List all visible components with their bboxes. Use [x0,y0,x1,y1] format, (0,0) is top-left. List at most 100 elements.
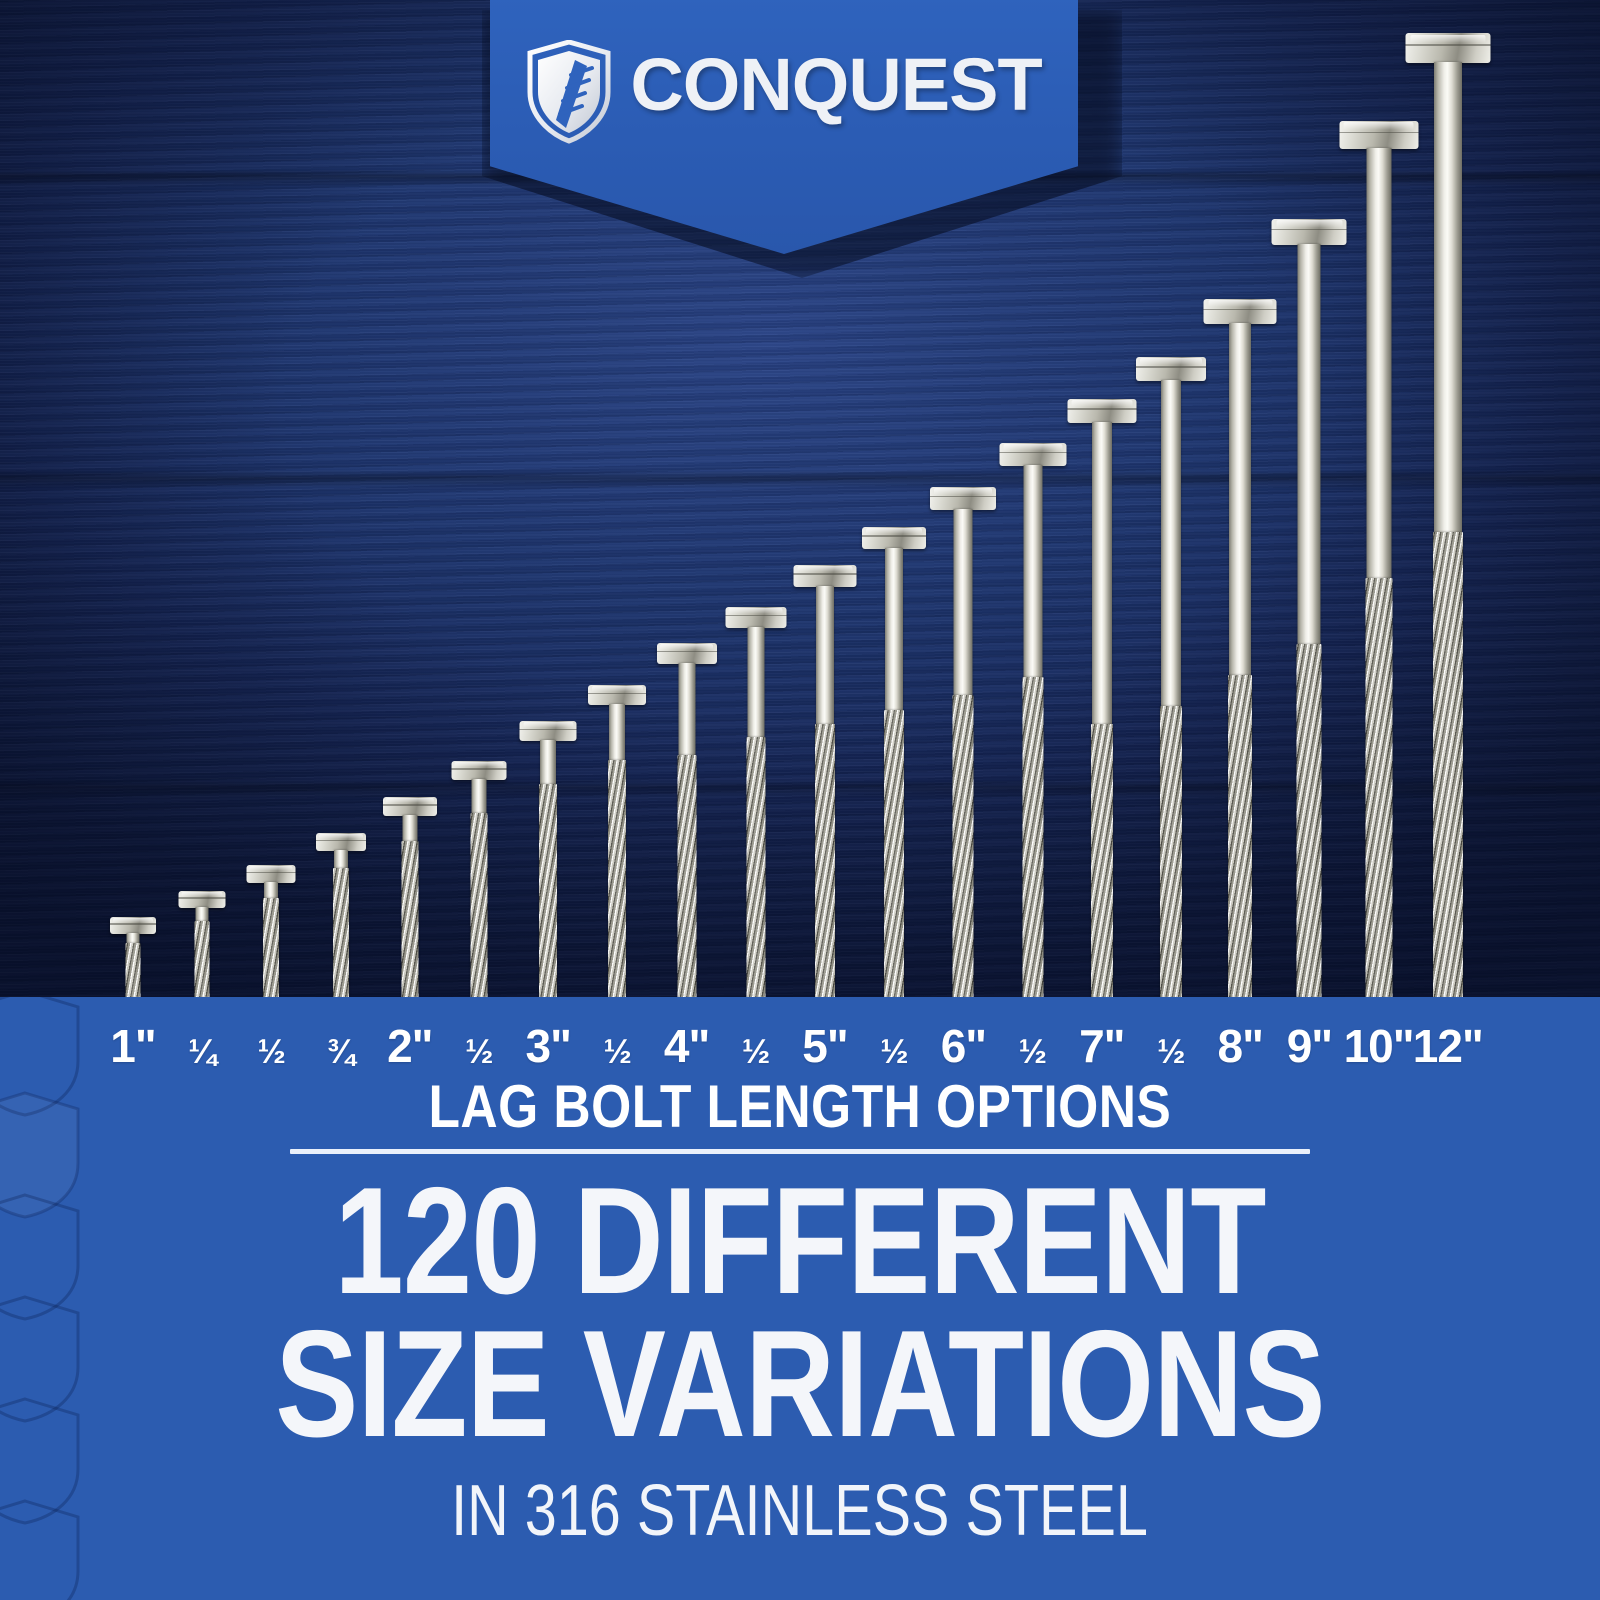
bolt-threads [815,724,835,999]
bolt-threads [332,868,349,999]
size-label: 7" [1079,1020,1125,1072]
bolt-hex-head [110,917,156,934]
bolt-hex-head [588,685,647,705]
lag-bolt [315,833,366,999]
bolt-threads [1022,677,1044,999]
bolt-hex-head [1203,299,1277,324]
size-label: ¼ [188,1033,217,1071]
lag-bolt [246,865,296,999]
bolt-threads [1160,706,1182,999]
kicker-text: LAG BOLT LENGTH OPTIONS [428,1073,1172,1140]
bolt-shank [333,850,348,868]
lag-bolt [110,917,156,999]
headline: 120 DIFFERENT SIZE VARIATIONS [0,1156,1600,1460]
bolt-shank [402,815,418,841]
bolt-shank [195,907,209,921]
bolt-hex-head [930,487,997,510]
bolt-lineup [110,33,1491,999]
bolt-hex-head [519,721,577,741]
size-label: ½ [880,1033,909,1071]
bolt-shank [609,704,626,760]
lag-bolt [451,761,507,999]
bolt-shank [747,627,765,737]
bolt-hex-head [178,891,226,908]
shield-watermark-group [0,997,86,1600]
size-label: ½ [1157,1033,1185,1071]
bolt-threads [401,841,419,999]
size-label: ½ [257,1033,286,1071]
lag-bolt [178,891,226,999]
lag-bolt [656,643,717,999]
bolt-hex-head [1271,219,1347,245]
bolt-hex-head [725,607,787,628]
bolt-hex-head [862,527,927,549]
size-label: 6" [940,1020,987,1072]
size-label-row: 1" ¼ ½ ¾ 2" ½ 3" ½ 4" ½ 5" ½ 6" ½ 7" ½ 8" 9" 10" 12" [0,1003,1600,1069]
lag-bolt [999,443,1067,999]
lag-bolt [1271,219,1347,999]
lag-bolt [382,797,437,999]
bolt-shank [126,933,140,943]
size-label: 10" [1343,1020,1415,1072]
bolt-shank [1433,62,1462,532]
bolt-shank [1297,244,1321,644]
size-label: 4" [663,1020,710,1072]
lag-bolt [519,721,577,999]
shield-watermark-icon [0,997,84,1119]
lag-bolt [930,487,997,999]
bolt-threads [884,710,905,999]
bolt-shank [816,586,834,724]
bolt-threads [263,898,280,999]
size-label: ½ [465,1033,493,1071]
bolt-shank [1366,148,1392,578]
bolt-hex-head [1405,33,1491,63]
size-label: 3" [525,1020,571,1072]
bolt-hex-head [999,443,1067,466]
bolt-shank [1091,422,1112,724]
bolt-hex-head [451,761,507,780]
subline: IN 316 STAINLESS STEEL [0,1475,1600,1547]
lag-bolt [1339,121,1419,999]
shield-watermark-icon [0,1497,84,1600]
bolt-shank [264,882,279,898]
lag-bolt [1136,357,1206,999]
size-label: 8" [1217,1020,1263,1072]
bolt-hex-head [246,865,296,883]
lag-bolt [1067,399,1137,999]
bolt-hex-head [382,797,437,816]
lag-bolt [793,565,857,999]
bolt-threads [1365,578,1393,999]
headline-line-1: 120 DIFFERENT [334,1156,1266,1326]
size-label: ½ [603,1033,632,1071]
bolt-shank [678,663,696,755]
size-label: ½ [1018,1033,1047,1071]
bolt-threads [677,755,697,999]
bolt-shank [471,779,487,813]
bolt-threads [608,760,627,999]
size-label: 5" [802,1020,848,1072]
bolt-threads [194,921,210,999]
bolt-hex-head [1067,399,1137,423]
bolt-threads [1432,532,1463,999]
lag-bolt [862,527,927,999]
bolt-threads [952,695,974,999]
bolt-threads [470,813,488,999]
bolt-threads [539,784,558,999]
divider-rule [290,1149,1310,1154]
lag-bolt [1405,33,1491,999]
size-label: 9" [1286,1020,1333,1072]
shield-with-screw-icon [526,39,612,144]
bolt-hex-head [315,833,366,851]
bolt-threads [1090,724,1113,999]
shield-watermark-icon [0,1395,84,1527]
bolt-shank [953,509,973,695]
brand-wordmark: CONQUEST [630,43,1042,126]
bolt-threads [1228,675,1253,999]
bolt-hex-head [793,565,857,587]
bolt-threads [125,943,141,999]
bolt-hex-head [1136,357,1206,381]
subline-text: IN 316 STAINLESS STEEL [451,1471,1149,1551]
lag-bolt [588,685,647,999]
kicker-wrap: LAG BOLT LENGTH OPTIONS [0,1077,1600,1137]
